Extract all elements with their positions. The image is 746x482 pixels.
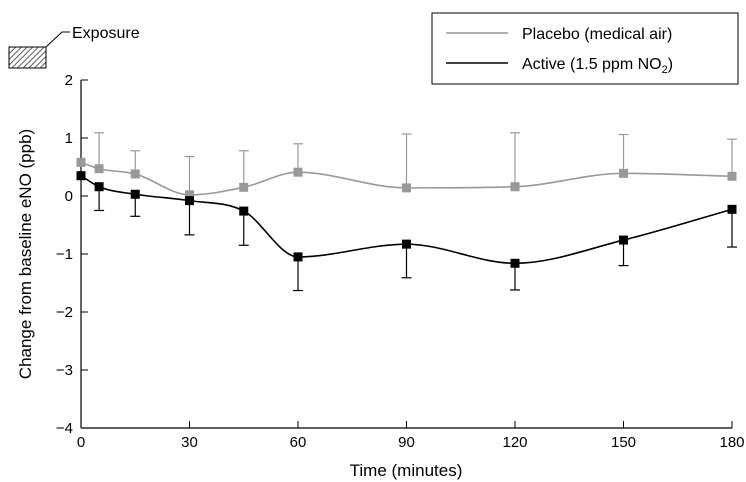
exposure-hatch-box [8, 46, 47, 69]
legend-label-active: Active (1.5 ppm NO2) [522, 56, 673, 76]
legend-label-active-sub: 2 [662, 64, 668, 76]
data-point-active [293, 252, 303, 262]
exposure-indicator: Exposure [8, 25, 140, 69]
x-ticks: 0 30 60 90 120 150 180 [77, 421, 745, 451]
y-tick-label: 0 [65, 188, 73, 205]
y-tick-label: −2 [56, 304, 73, 321]
data-point-active [130, 189, 140, 199]
data-point-active [619, 235, 628, 245]
x-tick-label: 90 [398, 434, 415, 451]
data-point-active [239, 206, 249, 216]
y-tick-label: −3 [56, 362, 73, 379]
x-tick-label: 0 [77, 434, 85, 451]
data-point-placebo [727, 171, 737, 181]
series-active [76, 171, 737, 292]
data-point-placebo [619, 168, 628, 178]
x-tick-label: 60 [290, 434, 307, 451]
data-point-placebo [130, 169, 140, 179]
x-tick-label: 180 [719, 434, 744, 451]
legend-label-placebo: Placebo (medical air) [522, 26, 672, 43]
axes: 0 30 60 90 120 150 180 −4 −3 −2 −1 0 1 2 Time (minut… [16, 72, 745, 480]
data-point-placebo [510, 182, 520, 192]
data-point-placebo [76, 157, 86, 167]
legend-label-active-main: Active (1.5 ppm NO [522, 56, 662, 73]
data-point-placebo [94, 164, 104, 174]
x-tick-label: 120 [502, 434, 527, 451]
y-axis-title: Change from baseline eNO (ppb) [16, 129, 35, 379]
data-point-placebo [185, 190, 194, 200]
data-point-active [185, 196, 194, 206]
y-tick-label: 1 [65, 130, 73, 147]
legend-label-active-suffix: ) [668, 56, 673, 73]
data-point-placebo [239, 182, 249, 192]
x-tick-label: 30 [181, 434, 198, 451]
y-tick-label: −4 [56, 420, 73, 437]
exposure-label: Exposure [72, 25, 140, 42]
data-point-active [76, 171, 86, 181]
data-point-active [727, 204, 737, 214]
x-tick-label: 150 [611, 434, 636, 451]
data-point-active [94, 182, 104, 192]
series-placebo [76, 132, 737, 200]
exposure-leader-line [45, 31, 70, 48]
plot-area [76, 132, 737, 292]
x-axis-title: Time (minutes) [350, 461, 463, 480]
data-point-placebo [402, 183, 411, 193]
legend-box [431, 12, 739, 85]
y-ticks: −4 −3 −2 −1 0 1 2 [56, 72, 88, 437]
data-point-active [510, 258, 520, 268]
y-tick-label: −1 [56, 246, 73, 263]
data-point-active [402, 239, 411, 249]
y-tick-label: 2 [65, 72, 73, 89]
data-point-placebo [293, 167, 303, 177]
legend: Placebo (medical air) Active (1.5 ppm NO… [431, 12, 739, 85]
